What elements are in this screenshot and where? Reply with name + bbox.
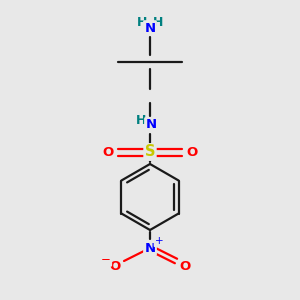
Text: +: + [155, 236, 163, 246]
Text: S: S [145, 145, 155, 160]
Text: O: O [102, 146, 114, 158]
Text: N: N [144, 242, 156, 254]
Text: N: N [146, 118, 157, 131]
Text: O: O [110, 260, 121, 274]
Text: H: H [153, 16, 163, 29]
Text: H: H [137, 16, 147, 29]
Text: −: − [101, 253, 111, 266]
Text: N: N [144, 22, 156, 34]
Text: H: H [136, 115, 146, 128]
Text: O: O [186, 146, 198, 158]
Text: O: O [179, 260, 191, 274]
